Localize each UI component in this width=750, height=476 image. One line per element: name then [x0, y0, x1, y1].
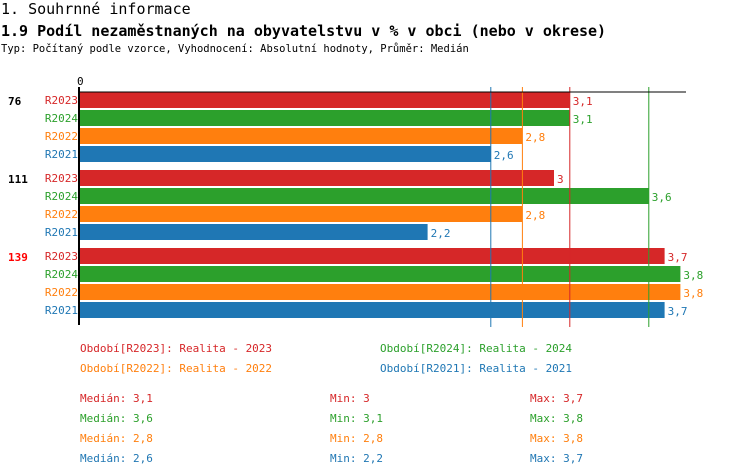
legend-entry: Období[R2022]: Realita - 2022	[80, 362, 272, 375]
data-label: 3	[557, 173, 564, 186]
max-stat: Max: 3,7	[530, 392, 583, 405]
median-stat: Medián: 2,6	[80, 452, 153, 465]
median-stat: Medián: 3,1	[80, 392, 153, 405]
data-label: 3,8	[683, 269, 703, 282]
data-label: 2,6	[494, 149, 514, 162]
bar	[80, 170, 554, 186]
category-label: 111	[8, 173, 28, 186]
data-label: 3,8	[683, 287, 703, 300]
max-stat: Max: 3,7	[530, 452, 583, 465]
section-heading: 1. Souhrnné informace	[1, 0, 191, 18]
data-label: 3,1	[573, 95, 593, 108]
bar	[80, 146, 491, 162]
bar	[80, 110, 570, 126]
median-stat: Medián: 3,6	[80, 412, 153, 425]
data-label: 3,1	[573, 113, 593, 126]
data-label: 2,8	[525, 131, 545, 144]
data-label: 2,8	[525, 209, 545, 222]
max-stat: Max: 3,8	[530, 412, 583, 425]
x-tick-label: 0	[77, 75, 84, 88]
series-label: R2024	[45, 112, 78, 125]
series-label: R2022	[45, 286, 78, 299]
bar	[80, 92, 570, 108]
series-label: R2022	[45, 208, 78, 221]
series-label: R2022	[45, 130, 78, 143]
bar	[80, 284, 681, 300]
series-label: R2021	[45, 148, 78, 161]
series-label: R2021	[45, 304, 78, 317]
data-label: 3,7	[668, 305, 688, 318]
category-label: 139	[8, 251, 28, 264]
series-label: R2023	[45, 94, 78, 107]
min-stat: Min: 3,1	[330, 412, 383, 425]
data-label: 3,6	[652, 191, 672, 204]
bar	[80, 248, 665, 264]
median-stat: Medián: 2,8	[80, 432, 153, 445]
series-label: R2023	[45, 250, 78, 263]
min-stat: Min: 2,8	[330, 432, 383, 445]
bar	[80, 266, 681, 282]
series-label: R2023	[45, 172, 78, 185]
legend-entry: Období[R2024]: Realita - 2024	[380, 342, 572, 355]
bar	[80, 224, 428, 240]
max-stat: Max: 3,8	[530, 432, 583, 445]
bar	[80, 128, 523, 144]
data-label: 2,2	[431, 227, 451, 240]
legend-entry: Období[R2021]: Realita - 2021	[380, 362, 572, 375]
min-stat: Min: 2,2	[330, 452, 383, 465]
bar	[80, 302, 665, 318]
bar	[80, 206, 523, 222]
legend-entry: Období[R2023]: Realita - 2023	[80, 342, 272, 355]
min-stat: Min: 3	[330, 392, 370, 405]
series-label: R2024	[45, 268, 78, 281]
series-label: R2024	[45, 190, 78, 203]
chart-subtitle: Typ: Počítaný podle vzorce, Vyhodnocení:…	[1, 43, 469, 55]
chart-title: 1.9 Podíl nezaměstnaných na obyvatelstvu…	[1, 22, 607, 40]
bar	[80, 188, 649, 204]
series-label: R2021	[45, 226, 78, 239]
category-label: 76	[8, 95, 22, 108]
data-label: 3,7	[668, 251, 688, 264]
